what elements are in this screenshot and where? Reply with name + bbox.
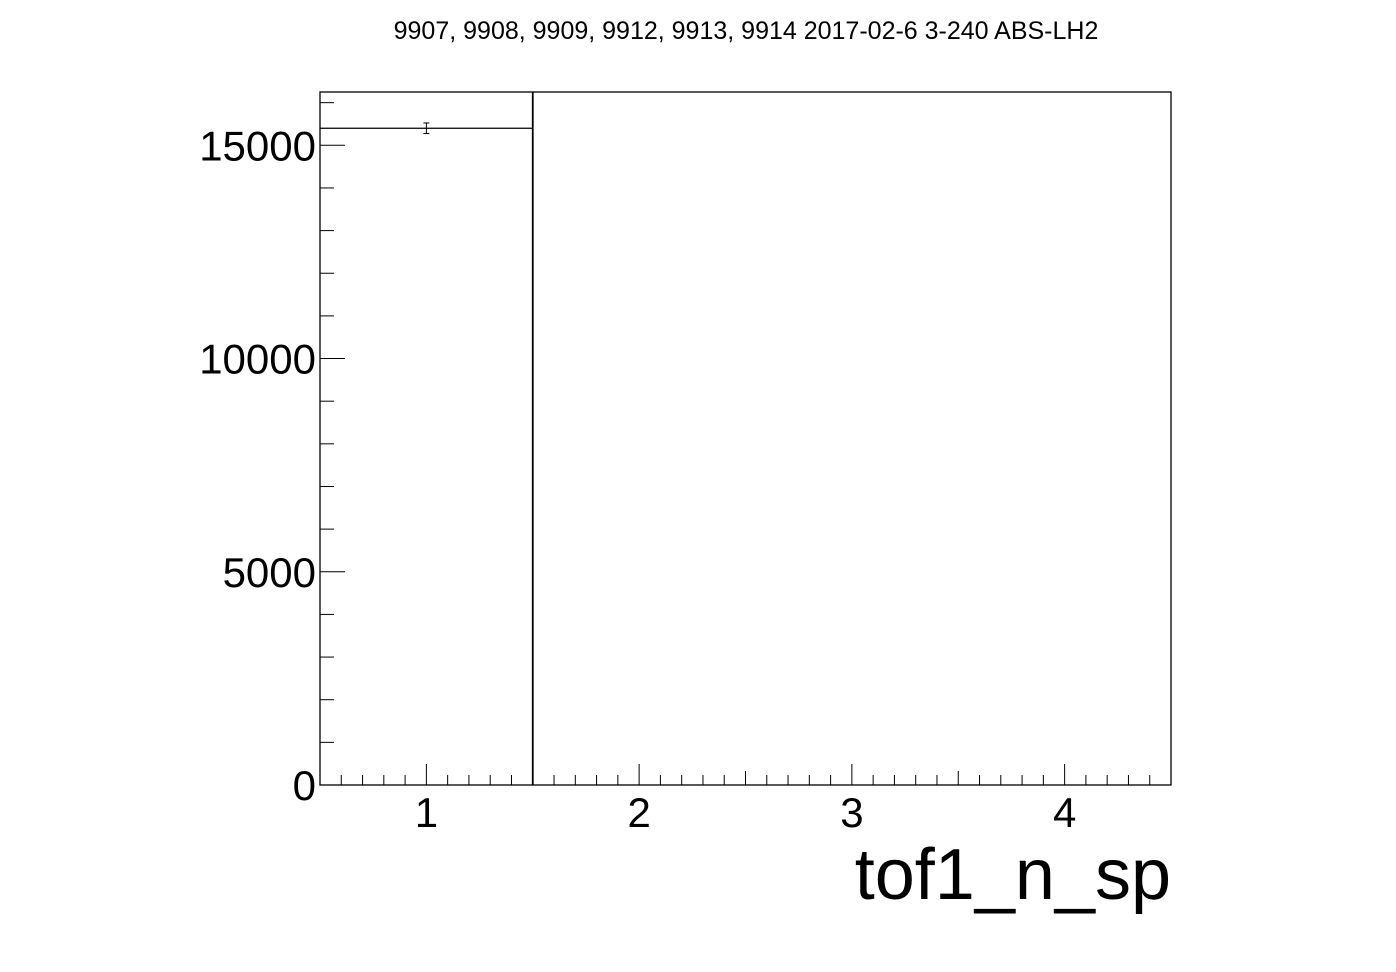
- chart-title: 9907, 9908, 9909, 9912, 9913, 9914 2017-…: [394, 17, 1099, 45]
- y-tick-label: 10000: [199, 336, 316, 383]
- y-axis-tick-labels: 0 5000 10000 15000: [199, 122, 316, 809]
- x-tick-label: 2: [627, 789, 650, 836]
- x-tick-label: 1: [415, 789, 438, 836]
- x-axis-tick-labels: 1 2 3 4: [415, 789, 1077, 836]
- histogram-bins: [320, 92, 534, 785]
- x-tick-label: 3: [840, 789, 863, 836]
- plot-frame: [319, 91, 1172, 786]
- y-axis-ticks: [320, 102, 345, 786]
- x-axis-ticks: [319, 764, 1172, 785]
- x-tick-label: 4: [1053, 789, 1076, 836]
- y-tick-label: 5000: [223, 549, 316, 596]
- y-tick-label: 15000: [199, 122, 316, 169]
- y-tick-label: 0: [293, 762, 316, 809]
- x-axis-title: tof1_n_sp: [855, 835, 1171, 915]
